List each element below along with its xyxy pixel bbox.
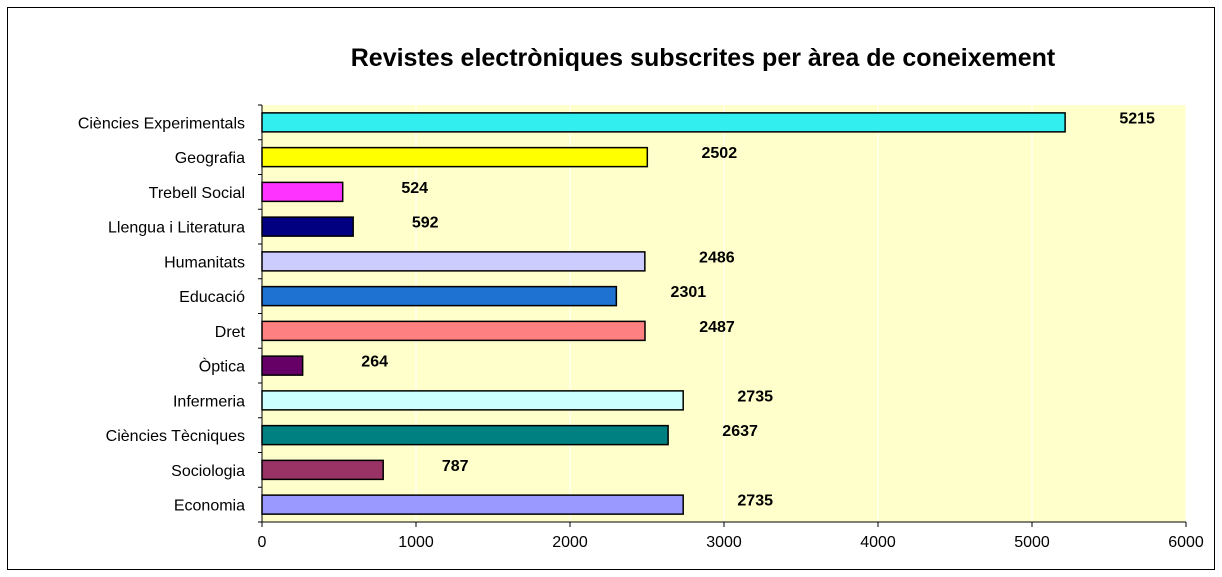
bar — [261, 494, 684, 515]
bar-chart: Revistes electròniques subscrites per àr… — [78, 44, 1204, 551]
data-label: 2735 — [737, 388, 773, 405]
bar — [261, 146, 649, 168]
data-label: 2486 — [699, 249, 735, 266]
x-tick-label: 5000 — [1014, 534, 1050, 551]
category-label: Trebell Social — [149, 185, 245, 202]
x-tick-label: 3000 — [706, 534, 742, 551]
category-label: Ciències Tècniques — [106, 428, 245, 445]
bar — [261, 320, 646, 342]
bar — [261, 285, 618, 307]
category-label: Òptica — [199, 357, 245, 376]
category-label: Geografia — [175, 150, 245, 167]
data-label: 2735 — [737, 493, 773, 510]
bar — [261, 424, 669, 446]
x-tick-label: 4000 — [860, 534, 896, 551]
data-label: 2637 — [722, 423, 758, 440]
category-label: Educació — [179, 289, 245, 306]
category-label: Ciències Experimentals — [78, 115, 245, 132]
data-label: 5215 — [1119, 110, 1155, 127]
category-label: Sociologia — [171, 463, 245, 480]
data-label: 524 — [401, 180, 428, 197]
bar — [261, 181, 344, 203]
category-label: Economia — [174, 498, 245, 515]
bar — [261, 390, 684, 411]
x-tick-label: 2000 — [552, 534, 588, 551]
data-label: 787 — [442, 458, 469, 475]
data-label: 592 — [412, 215, 439, 232]
data-label: 2301 — [671, 284, 707, 301]
category-label: Llengua i Literatura — [108, 220, 245, 237]
category-label: Humanitats — [164, 254, 245, 271]
x-tick-label: 1000 — [398, 534, 434, 551]
bar — [261, 112, 1066, 133]
data-label: 264 — [361, 354, 388, 371]
chart-container: Revistes electròniques subscrites per àr… — [7, 7, 1215, 570]
bar — [261, 216, 354, 237]
category-label: Infermeria — [173, 393, 245, 410]
category-label: Dret — [215, 324, 246, 341]
chart-title: Revistes electròniques subscrites per àr… — [351, 44, 1056, 72]
data-label: 2502 — [702, 145, 738, 162]
plot-area: 0 1000 2000 3000 4000 5000 6000 Ciències Experi… — [78, 104, 1204, 551]
bar — [261, 459, 384, 481]
bar — [261, 251, 646, 272]
bar — [261, 355, 304, 376]
data-label: 2487 — [699, 319, 735, 336]
x-tick-label: 0 — [258, 534, 267, 551]
x-tick-label: 6000 — [1168, 534, 1204, 551]
